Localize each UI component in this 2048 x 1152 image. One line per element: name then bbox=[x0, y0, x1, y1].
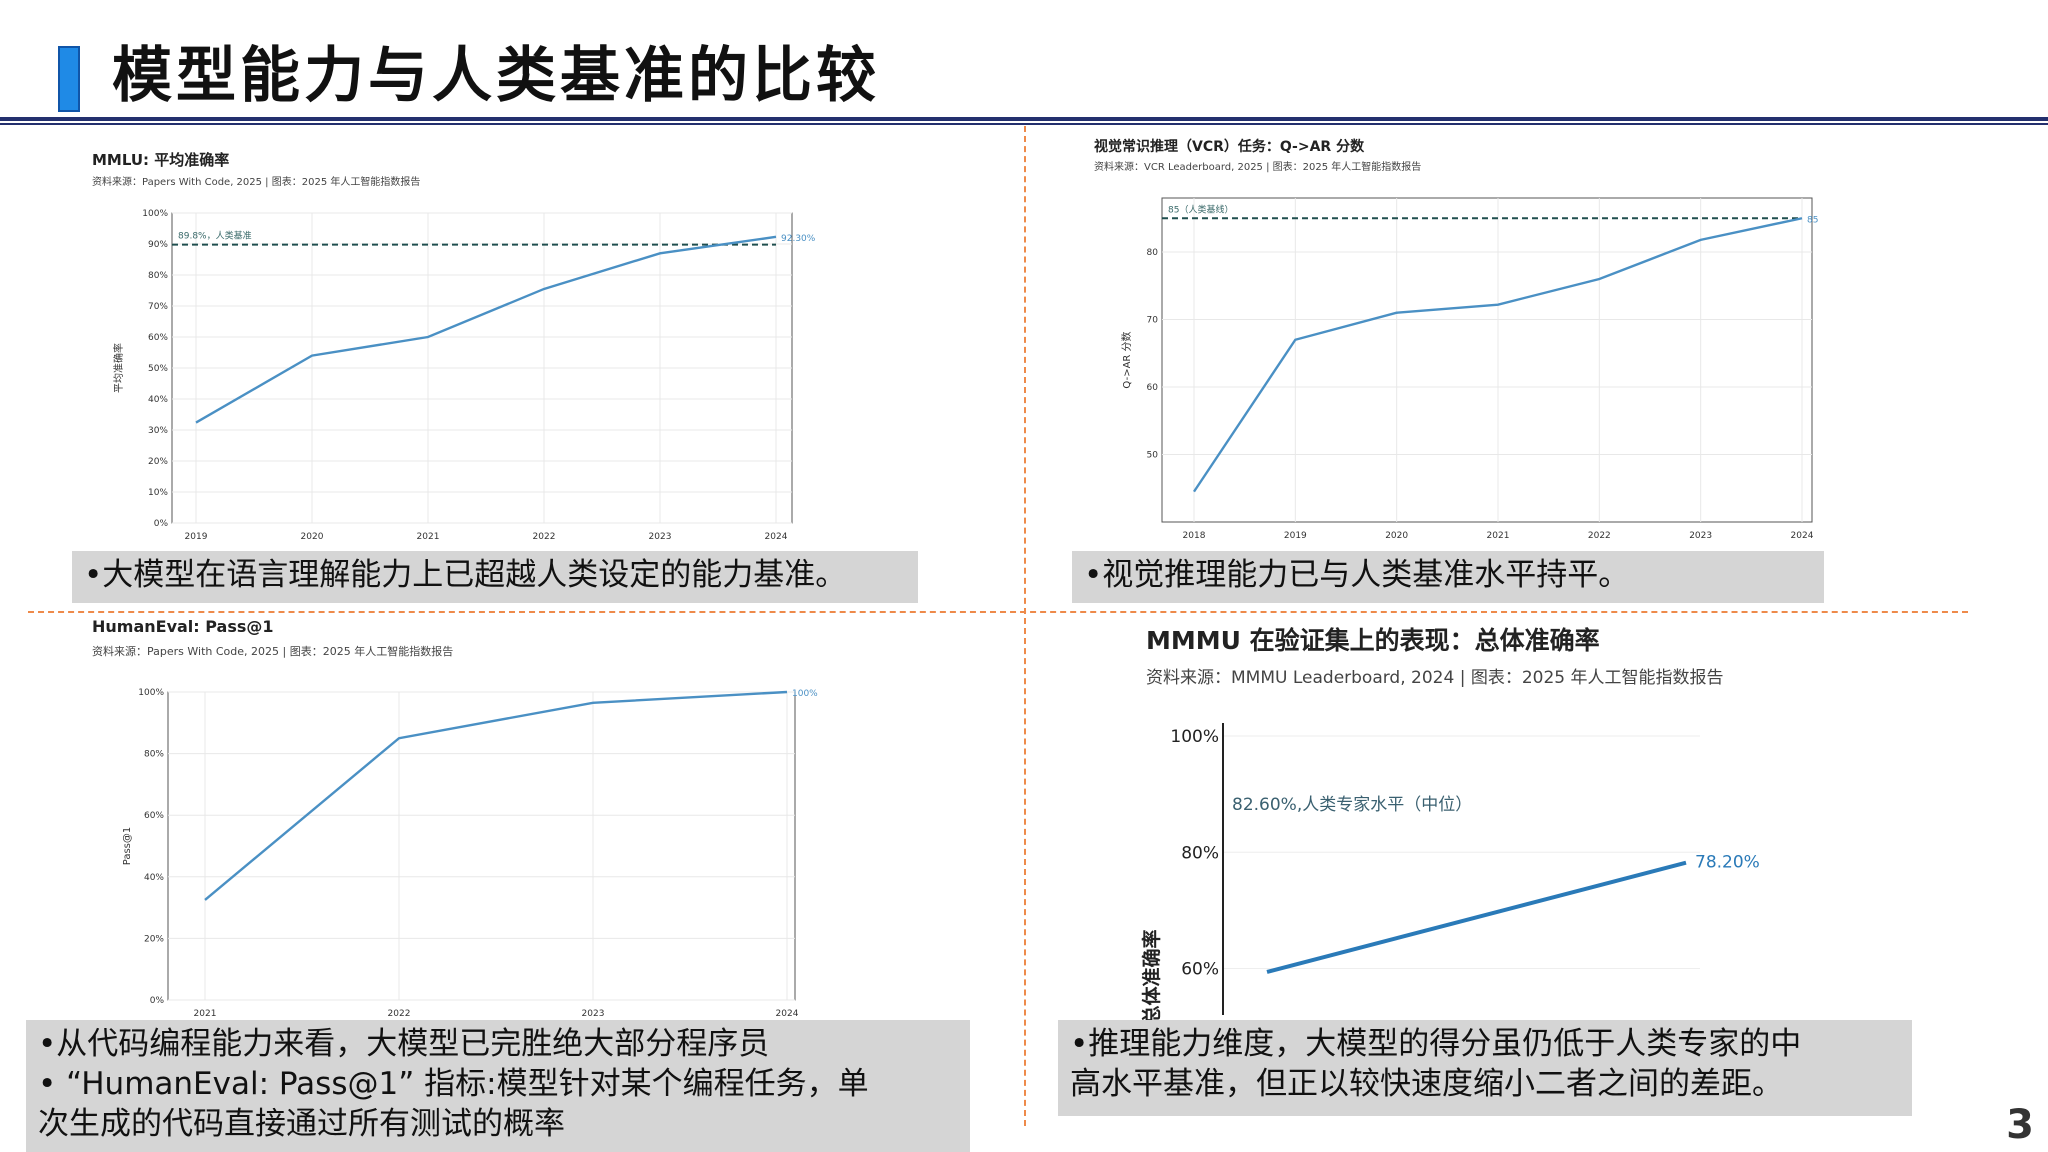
plot-frame bbox=[167, 691, 796, 1001]
title-rule-top bbox=[0, 117, 2048, 121]
y-axis-label: Pass@1 bbox=[122, 827, 133, 866]
y-tick-label: 30% bbox=[148, 426, 168, 436]
chart-subtitle: 资料来源：VCR Leaderboard, 2025 | 图表：2025 年人工… bbox=[1094, 160, 1421, 173]
chart-title: MMMU 在验证集上的表现：总体准确率 bbox=[1146, 626, 1600, 655]
human-baseline-label: 89.8%，人类基准 bbox=[178, 230, 252, 242]
caption-vcr: •视觉推理能力已与人类基准水平持平。 bbox=[1072, 551, 1824, 603]
y-tick-label: 40% bbox=[148, 395, 168, 405]
humaneval-chart: HumanEval: Pass@1 资料来源：Papers With Code, … bbox=[92, 617, 818, 1019]
caption-mmmu-line: •推理能力维度，大模型的得分虽仍低于人类专家的中 bbox=[1070, 1026, 1802, 1062]
y-tick-label: 60% bbox=[144, 811, 164, 821]
y-axis-label: 平均准确率 bbox=[112, 343, 125, 393]
x-tick-label: 2023 bbox=[649, 532, 672, 542]
chart-title: MMLU: 平均准确率 bbox=[92, 151, 229, 169]
x-tick-label: 2019 bbox=[1284, 531, 1307, 541]
y-tick-label: 0% bbox=[150, 996, 165, 1006]
caption-humaneval-line: • “HumanEval: Pass@1” 指标:模型针对某个编程任务，单 bbox=[38, 1066, 869, 1102]
y-tick-label: 0% bbox=[154, 519, 169, 529]
horizontal-divider bbox=[28, 611, 1968, 613]
y-tick-label: 20% bbox=[148, 457, 168, 467]
y-tick-label: 70 bbox=[1147, 316, 1159, 326]
end-value-label: 100% bbox=[792, 689, 818, 699]
end-value-label: 85 bbox=[1807, 215, 1818, 225]
end-value-label: 92.30% bbox=[781, 234, 816, 244]
human-expert-annotation: 82.60%,人类专家水平（中位） bbox=[1232, 795, 1472, 815]
y-tick-label: 50 bbox=[1147, 451, 1159, 461]
x-tick-label: 2023 bbox=[1689, 531, 1712, 541]
page-number: 3 bbox=[2006, 1102, 2034, 1148]
x-tick-label: 2019 bbox=[185, 532, 208, 542]
page-title: 模型能力与人类基准的比较 bbox=[112, 41, 880, 111]
chart-title: 视觉常识推理（VCR）任务：Q->AR 分数 bbox=[1094, 138, 1365, 155]
caption-mmlu: •大模型在语言理解能力上已超越人类设定的能力基准。 bbox=[72, 551, 918, 603]
y-tick-label: 90% bbox=[148, 240, 168, 250]
x-tick-label: 2022 bbox=[1588, 531, 1611, 541]
title-rule-bottom bbox=[0, 123, 2048, 125]
series-line bbox=[204, 690, 788, 901]
y-tick-label: 10% bbox=[148, 488, 168, 498]
y-tick-label: 80% bbox=[148, 271, 168, 281]
caption-humaneval-line: 次生成的代码直接通过所有测试的概率 bbox=[38, 1106, 565, 1142]
caption-mmmu: •推理能力维度，大模型的得分虽仍低于人类专家的中 高水平基准，但正以较快速度缩小… bbox=[1058, 1020, 1912, 1116]
y-tick-label: 20% bbox=[144, 934, 164, 944]
title-accent-bar bbox=[58, 46, 80, 112]
caption-mmlu-text: •大模型在语言理解能力上已超越人类设定的能力基准。 bbox=[84, 557, 847, 593]
x-tick-label: 2021 bbox=[417, 532, 440, 542]
caption-mmmu-line: 高水平基准，但正以较快速度缩小二者之间的差距。 bbox=[1070, 1066, 1783, 1102]
caption-vcr-text: •视觉推理能力已与人类基准水平持平。 bbox=[1084, 557, 1630, 593]
x-tick-label: 2022 bbox=[533, 532, 556, 542]
x-tick-label: 2023 bbox=[582, 1009, 605, 1019]
y-tick-label: 60% bbox=[1181, 960, 1219, 980]
y-tick-label: 60 bbox=[1147, 383, 1159, 393]
x-tick-label: 2020 bbox=[301, 532, 324, 542]
x-tick-label: 2021 bbox=[1487, 531, 1510, 541]
x-tick-label: 2018 bbox=[1183, 531, 1206, 541]
y-tick-label: 60% bbox=[148, 333, 168, 343]
y-tick-label: 80% bbox=[1181, 843, 1219, 863]
y-tick-label: 70% bbox=[148, 302, 168, 312]
y-axis-label: 总体准确率 bbox=[1140, 929, 1163, 1024]
y-tick-label: 80% bbox=[144, 750, 164, 760]
series-line bbox=[195, 235, 777, 424]
chart-title: HumanEval: Pass@1 bbox=[92, 617, 274, 636]
y-tick-label: 80 bbox=[1147, 248, 1159, 258]
vertical-divider bbox=[1024, 126, 1026, 1126]
y-tick-label: 100% bbox=[142, 209, 168, 219]
chart-subtitle: 资料来源：MMMU Leaderboard, 2024 | 图表：2025 年人… bbox=[1146, 668, 1724, 688]
caption-humaneval: •从代码编程能力来看，大模型已完胜绝大部分程序员 • “HumanEval: P… bbox=[26, 1020, 970, 1152]
x-tick-label: 2021 bbox=[194, 1009, 217, 1019]
x-tick-label: 2024 bbox=[765, 532, 788, 542]
chart-subtitle: 资料来源：Papers With Code, 2025 | 图表：2025 年人… bbox=[92, 175, 420, 188]
y-tick-label: 100% bbox=[138, 688, 164, 698]
y-axis-label: Q->AR 分数 bbox=[1120, 331, 1133, 388]
x-tick-label: 2022 bbox=[388, 1009, 411, 1019]
x-tick-label: 2024 bbox=[776, 1009, 799, 1019]
y-tick-label: 100% bbox=[1170, 727, 1219, 747]
series-line bbox=[1266, 860, 1687, 974]
plot-frame bbox=[1161, 197, 1813, 523]
end-value-label: 78.20% bbox=[1695, 853, 1760, 873]
x-tick-label: 2020 bbox=[1385, 531, 1408, 541]
y-tick-label: 40% bbox=[144, 873, 164, 883]
chart-subtitle: 资料来源：Papers With Code, 2025 | 图表：2025 年人… bbox=[92, 644, 453, 658]
y-tick-label: 50% bbox=[148, 364, 168, 374]
caption-humaneval-line: •从代码编程能力来看，大模型已完胜绝大部分程序员 bbox=[38, 1026, 770, 1062]
x-tick-label: 2024 bbox=[1791, 531, 1814, 541]
human-baseline-label: 85（人类基线） bbox=[1168, 203, 1233, 215]
